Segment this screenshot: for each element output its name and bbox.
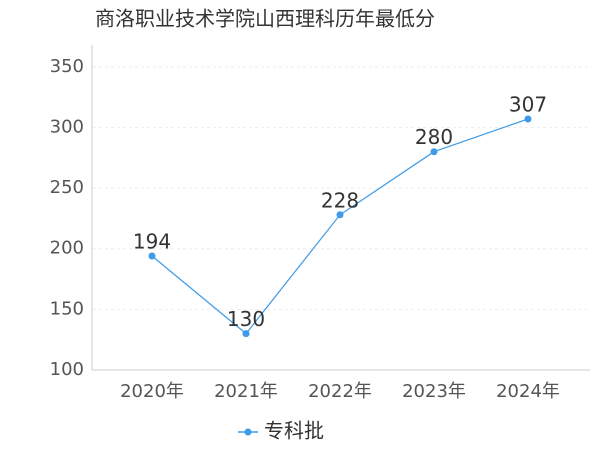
x-tick-label: 2024年: [496, 381, 560, 402]
data-label: 280: [415, 125, 453, 149]
x-tick-label: 2020年: [120, 381, 184, 402]
data-label: 228: [321, 188, 359, 212]
line: [151, 118, 529, 335]
point: [336, 211, 344, 219]
y-tick-label: 200: [50, 238, 84, 259]
x-tick-label: 2021年: [214, 381, 278, 402]
y-tick-label: 100: [50, 359, 84, 380]
y-tick-label: 300: [50, 116, 84, 137]
data-label: 194: [133, 230, 171, 254]
point: [242, 330, 250, 338]
y-tick-label: 150: [50, 298, 84, 319]
point: [430, 148, 438, 156]
point: [148, 252, 156, 260]
x-tick-label: 2023年: [402, 381, 466, 402]
legend-marker: [244, 428, 252, 436]
x-tick-label: 2022年: [308, 381, 372, 402]
y-tick-label: 350: [50, 56, 84, 77]
chart-title: 商洛职业技术学院山西理科历年最低分: [95, 7, 435, 31]
legend-label: 专科批: [264, 419, 324, 443]
data-label: 307: [509, 92, 547, 116]
data-label: 130: [227, 307, 265, 331]
point: [524, 115, 532, 123]
y-tick-label: 250: [50, 177, 84, 198]
